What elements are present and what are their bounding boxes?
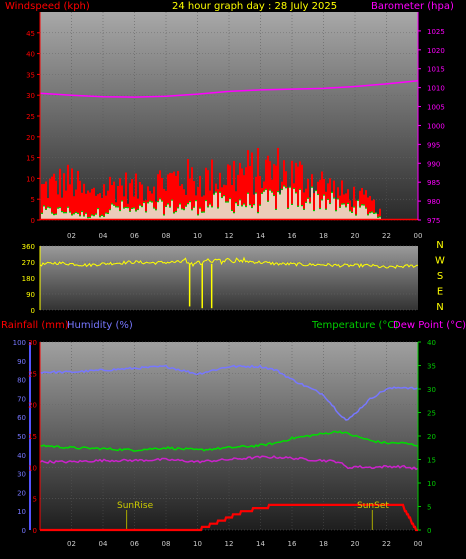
- temp-x-tick-label: 22: [382, 540, 391, 548]
- rainfall-axis-title: Rainfall (mm): [1, 320, 69, 331]
- temperature-axis-title: Temperature (°C): [312, 320, 399, 331]
- barometer-tick-label: 1005: [427, 104, 445, 112]
- humidity-tick-label: 90: [17, 358, 26, 366]
- humidity-tick-label: 60: [17, 414, 26, 422]
- barometer-tick-label: 1025: [427, 28, 445, 36]
- barometer-tick-label: 985: [427, 179, 440, 187]
- temp-x-tick-label: 00: [414, 540, 423, 548]
- humidity-tick-label: 70: [17, 395, 26, 403]
- wind-x-tick-label: 20: [351, 232, 360, 240]
- dew-point-c-line: [39, 455, 419, 471]
- rain-tick-label: 5: [33, 496, 37, 504]
- wind-tick-label: 45: [26, 30, 35, 38]
- temp-x-tick-label: 12: [225, 540, 234, 548]
- humidity-tick-label: 20: [17, 489, 26, 497]
- barometer-tick-label: 1020: [427, 47, 445, 55]
- direction-tick-label: 0: [31, 307, 35, 315]
- rainfall-mm-line: [40, 503, 418, 532]
- temp-x-tick-label: 14: [256, 540, 265, 548]
- barometer-tick-label: 980: [427, 198, 440, 206]
- direction-tick-label: 180: [22, 275, 35, 283]
- temp-x-tick-label: 02: [67, 540, 76, 548]
- temp-x-tick-label: 06: [130, 540, 139, 548]
- wind-tick-label: 10: [26, 175, 35, 183]
- wind-tick-label: 0: [31, 217, 35, 225]
- direction-tick-label: 90: [26, 291, 35, 299]
- humidity-line: [39, 364, 419, 421]
- humidity-tick-label: 30: [17, 471, 26, 479]
- direction-tick-label: 270: [22, 259, 35, 267]
- sunrise-label: SunRise: [117, 501, 154, 511]
- temp-tick-label: 10: [427, 480, 436, 488]
- temp-tick-label: 0: [427, 527, 431, 535]
- sunset-label: SunSet: [357, 501, 389, 511]
- barometer-tick-label: 1000: [427, 122, 445, 130]
- temp-x-tick-label: 10: [193, 540, 202, 548]
- wind-tick-label: 15: [26, 155, 35, 163]
- temp-tick-label: 35: [427, 363, 436, 371]
- wind-x-tick-label: 10: [193, 232, 202, 240]
- barometer-tick-label: 975: [427, 217, 440, 225]
- chart-title: 24 hour graph day : 28 July 2025: [172, 1, 338, 12]
- windspeed-axis-title: Windspeed (kph): [5, 1, 90, 12]
- humidity-tick-label: 0: [22, 527, 26, 535]
- barometer-tick-label: 1010: [427, 85, 445, 93]
- temp-tick-label: 20: [427, 433, 436, 441]
- wind-x-tick-label: 12: [225, 232, 234, 240]
- wind-direction-line: [39, 256, 419, 269]
- rain-tick-label: 25: [28, 370, 37, 378]
- wind-x-tick-label: 04: [99, 232, 108, 240]
- temp-x-tick-label: 08: [162, 540, 171, 548]
- barometer-tick-label: 990: [427, 160, 440, 168]
- temp-x-tick-label: 04: [99, 540, 108, 548]
- wind-tick-label: 25: [26, 113, 35, 121]
- wind-tick-label: 30: [26, 92, 35, 100]
- dewpoint-axis-title: Dew Point (°C): [393, 320, 466, 331]
- wind-tick-label: 20: [26, 134, 35, 142]
- humidity-tick-label: 10: [17, 508, 26, 516]
- temp-tick-label: 15: [427, 457, 436, 465]
- wind-x-tick-label: 14: [256, 232, 265, 240]
- humidity-tick-label: 80: [17, 377, 26, 385]
- barometer-line: [39, 80, 419, 98]
- rain-tick-label: 20: [28, 402, 37, 410]
- wind-x-tick-label: 00: [414, 232, 423, 240]
- wind-tick-label: 40: [26, 51, 35, 59]
- wind-x-tick-label: 18: [319, 232, 328, 240]
- wind-x-tick-label: 08: [162, 232, 171, 240]
- temp-tick-label: 5: [427, 504, 431, 512]
- humidity-tick-label: 50: [17, 433, 26, 441]
- direction-tick-label: 360: [22, 243, 35, 251]
- wind-tick-label: 5: [31, 196, 35, 204]
- compass-label: N: [436, 302, 443, 313]
- barometer-tick-label: 1015: [427, 66, 445, 74]
- rain-tick-label: 30: [28, 339, 37, 347]
- temp-x-tick-label: 20: [351, 540, 360, 548]
- wind-x-tick-label: 16: [288, 232, 297, 240]
- barometer-tick-label: 995: [427, 141, 440, 149]
- compass-label: E: [437, 287, 443, 298]
- rain-tick-label: 0: [33, 527, 37, 535]
- temp-x-tick-label: 18: [319, 540, 328, 548]
- temp-tick-label: 30: [427, 386, 436, 394]
- wind-x-tick-label: 06: [130, 232, 139, 240]
- temp-tick-label: 25: [427, 410, 436, 418]
- compass-label: S: [437, 271, 443, 282]
- humidity-tick-label: 40: [17, 452, 26, 460]
- rain-tick-label: 10: [28, 464, 37, 472]
- wind-tick-label: 35: [26, 71, 35, 79]
- compass-label: W: [435, 256, 445, 267]
- temp-x-tick-label: 16: [288, 540, 297, 548]
- temp-tick-label: 40: [427, 339, 436, 347]
- rain-tick-label: 15: [28, 433, 37, 441]
- barometer-axis-title: Barometer (hpa): [371, 1, 454, 12]
- wind-x-tick-label: 22: [382, 232, 391, 240]
- humidity-tick-label: 100: [13, 339, 26, 347]
- temperature-c-line: [39, 430, 419, 452]
- wind-x-tick-label: 02: [67, 232, 76, 240]
- humidity-axis-title: Humidity (%): [67, 320, 133, 331]
- compass-label: N: [436, 240, 443, 251]
